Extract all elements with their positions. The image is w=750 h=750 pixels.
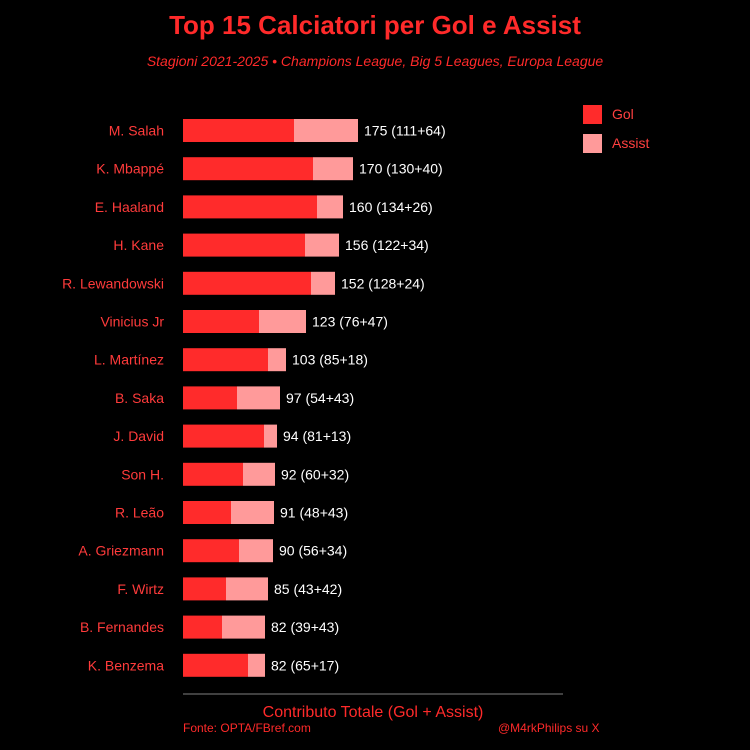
value-label: 90 (56+34) (279, 543, 347, 559)
value-label: 170 (130+40) (359, 161, 443, 177)
bar-assist (305, 233, 339, 257)
legend-swatch-gol (583, 104, 602, 124)
category-label: E. Haaland (95, 199, 164, 215)
value-label: 92 (60+32) (281, 466, 349, 482)
legend-item-gol: Gol (583, 104, 649, 124)
bar-gol (183, 271, 311, 295)
bar-assist (317, 195, 343, 219)
bar-gol (183, 195, 317, 219)
chart-title: Top 15 Calciatori per Gol e Assist (169, 10, 581, 40)
category-label: R. Leão (115, 505, 164, 521)
category-label: H. Kane (113, 237, 164, 253)
category-label: Vinicius Jr (100, 314, 164, 330)
bar-gol (183, 653, 248, 677)
category-label: B. Fernandes (80, 619, 164, 635)
bar-gol (183, 577, 226, 601)
bar-gol (183, 233, 305, 257)
chart-subtitle: Stagioni 2021-2025 • Champions League, B… (146, 53, 604, 69)
author-credit: @M4rkPhilips su X (498, 721, 600, 735)
category-label: M. Salah (109, 123, 164, 139)
value-label: 152 (128+24) (341, 275, 425, 291)
bar-assist (222, 615, 265, 639)
value-label: 85 (43+42) (274, 581, 342, 597)
value-label: 160 (134+26) (349, 199, 433, 215)
bar-assist (243, 462, 275, 486)
source-note: Fonte: OPTA/FBref.com (183, 721, 311, 735)
value-label: 82 (65+17) (271, 657, 339, 673)
bar-gol (183, 157, 313, 181)
value-label: 123 (76+47) (312, 314, 388, 330)
value-label: 91 (48+43) (280, 505, 348, 521)
category-label: R. Lewandowski (62, 275, 164, 291)
bar-assist (313, 157, 353, 181)
bar-gol (183, 348, 268, 372)
category-label: A. Griezmann (78, 543, 164, 559)
category-label: L. Martínez (94, 352, 164, 368)
category-label: B. Saka (115, 390, 164, 406)
bar-assist (248, 653, 265, 677)
bar-assist (231, 501, 274, 524)
bar-assist (294, 119, 358, 142)
bar-assist (239, 539, 273, 563)
bar-assist (264, 424, 277, 448)
value-label: 82 (39+43) (271, 619, 339, 635)
category-label: K. Mbappé (96, 161, 164, 177)
bar-assist (259, 310, 306, 333)
legend-item-assist: Assist (583, 133, 649, 153)
category-label: K. Benzema (88, 657, 164, 673)
bar-assist (268, 348, 286, 372)
bar-assist (226, 577, 268, 601)
x-axis-label: Contributo Totale (Gol + Assist) (262, 704, 484, 721)
bar-gol (183, 462, 243, 486)
legend-swatch-assist (583, 133, 602, 153)
category-label: Son H. (121, 466, 164, 482)
bar-assist (311, 271, 335, 295)
category-label: J. David (113, 428, 164, 444)
bar-gol (183, 310, 259, 333)
value-label: 175 (111+64) (364, 123, 446, 139)
bar-gol (183, 386, 237, 410)
bar-gol (183, 615, 222, 639)
bar-gol (183, 539, 239, 563)
category-label: F. Wirtz (117, 581, 164, 597)
legend-label-gol: Gol (612, 106, 634, 122)
value-label: 156 (122+34) (345, 237, 429, 253)
bar-gol (183, 424, 264, 448)
legend-label-assist: Assist (612, 135, 650, 151)
value-label: 97 (54+43) (286, 390, 354, 406)
value-label: 94 (81+13) (283, 428, 351, 444)
bar-assist (237, 386, 280, 410)
legend: Gol Assist (583, 104, 649, 162)
bar-gol (183, 501, 231, 524)
bar-gol (183, 119, 294, 142)
value-label: 103 (85+18) (292, 352, 368, 368)
